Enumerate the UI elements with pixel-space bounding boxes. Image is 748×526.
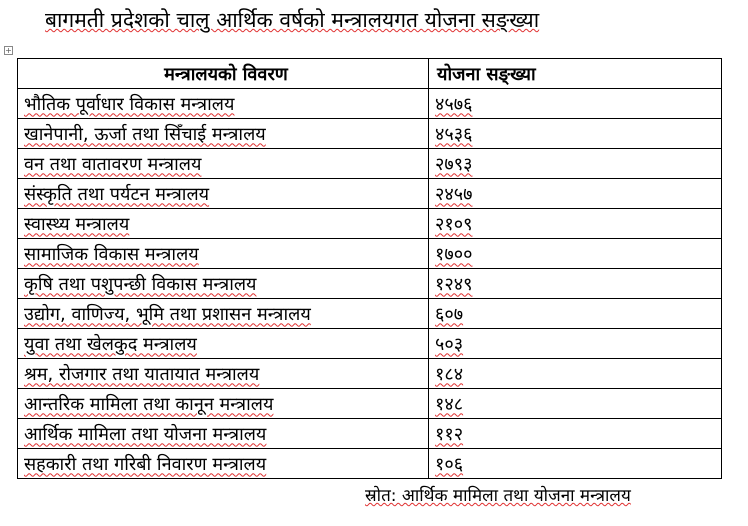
project-count: २७९३	[435, 153, 473, 175]
project-count: ५०३	[435, 333, 464, 355]
ministry-name: भौतिक पूर्वाधार विकास मन्त्रालय	[24, 93, 235, 115]
ministry-cell: आर्थिक मामिला तथा योजना मन्त्रालय	[17, 418, 429, 449]
project-count: १४८	[435, 393, 464, 415]
ministry-name: सामाजिक विकास मन्त्रालय	[24, 243, 199, 265]
table-row: वन तथा वातावरण मन्त्रालय २७९३	[17, 148, 722, 179]
table-row: आर्थिक मामिला तथा योजना मन्त्रालय ११२	[17, 418, 722, 449]
project-count: ४५३६	[435, 123, 473, 145]
table-row: आन्तरिक मामिला तथा कानून मन्त्रालय १४८	[17, 388, 722, 419]
table-move-handle[interactable]: +	[4, 46, 13, 55]
ministry-cell: आन्तरिक मामिला तथा कानून मन्त्रालय	[17, 388, 429, 419]
ministry-name: खानेपानी, ऊर्जा तथा सिँचाई मन्त्रालय	[24, 123, 266, 145]
project-count: १०६	[435, 453, 464, 475]
ministry-name: युवा तथा खेलकुद मन्त्रालय	[24, 333, 197, 355]
table-body: भौतिक पूर्वाधार विकास मन्त्रालय ४५७६ खानेप…	[17, 88, 722, 479]
count-cell: १२४९	[428, 268, 722, 299]
ministry-name: कृषि तथा पशुपन्छी विकास मन्त्रालय	[24, 273, 257, 295]
table-row: सामाजिक विकास मन्त्रालय १७००	[17, 238, 722, 269]
ministry-cell: वन तथा वातावरण मन्त्रालय	[17, 148, 429, 179]
ministry-cell: युवा तथा खेलकुद मन्त्रालय	[17, 328, 429, 359]
ministry-name: आन्तरिक मामिला तथा कानून मन्त्रालय	[24, 393, 274, 415]
count-cell: २४५७	[428, 178, 722, 209]
ministry-cell: खानेपानी, ऊर्जा तथा सिँचाई मन्त्रालय	[17, 118, 429, 149]
project-count: ४५७६	[435, 93, 473, 115]
document-title: बागमती प्रदेशको चालु आर्थिक वर्षको मन्त्…	[45, 8, 540, 32]
header-cell: योजना सङ्ख्या	[428, 58, 722, 89]
project-count: १८४	[435, 363, 464, 385]
source-note: स्रोत: आर्थिक मामिला तथा योजना मन्त्रालय	[365, 486, 631, 506]
ministry-cell: सहकारी तथा गरिबी निवारण मन्त्रालय	[17, 448, 429, 479]
table-row: स्वास्थ्य मन्त्रालय २१०९	[17, 208, 722, 239]
ministry-cell: कृषि तथा पशुपन्छी विकास मन्त्रालय	[17, 268, 429, 299]
data-table: मन्त्रालयको विवरण योजना सङ्ख्या भौतिक पू…	[17, 58, 722, 479]
count-cell: २१०९	[428, 208, 722, 239]
project-count: १२४९	[435, 273, 473, 295]
ministry-name: उद्योग, वाणिज्य, भूमि तथा प्रशासन मन्त्र…	[24, 303, 311, 325]
project-count: ६०७	[435, 303, 464, 325]
ministry-name: स्वास्थ्य मन्त्रालय	[24, 213, 130, 235]
count-cell: १४८	[428, 388, 722, 419]
table-row: श्रम, रोजगार तथा यातायात मन्त्रालय १८४	[17, 358, 722, 389]
table-row: उद्योग, वाणिज्य, भूमि तथा प्रशासन मन्त्र…	[17, 298, 722, 329]
ministry-cell: उद्योग, वाणिज्य, भूमि तथा प्रशासन मन्त्र…	[17, 298, 429, 329]
header-cell: मन्त्रालयको विवरण	[17, 58, 429, 89]
table-row: खानेपानी, ऊर्जा तथा सिँचाई मन्त्रालय ४५३६	[17, 118, 722, 149]
count-cell: ४५३६	[428, 118, 722, 149]
ministry-cell: संस्कृति तथा पर्यटन मन्त्रालय	[17, 178, 429, 209]
table-row: भौतिक पूर्वाधार विकास मन्त्रालय ४५७६	[17, 88, 722, 119]
count-cell: ११२	[428, 418, 722, 449]
ministry-cell: श्रम, रोजगार तथा यातायात मन्त्रालय	[17, 358, 429, 389]
project-count: २१०९	[435, 213, 473, 235]
table-row: सहकारी तथा गरिबी निवारण मन्त्रालय १०६	[17, 448, 722, 479]
project-count: ११२	[435, 423, 464, 445]
table-row: युवा तथा खेलकुद मन्त्रालय ५०३	[17, 328, 722, 359]
count-cell: ६०७	[428, 298, 722, 329]
count-cell: १७००	[428, 238, 722, 269]
count-cell: ५०३	[428, 328, 722, 359]
ministry-name: संस्कृति तथा पर्यटन मन्त्रालय	[24, 183, 210, 205]
count-cell: १८४	[428, 358, 722, 389]
ministry-cell: सामाजिक विकास मन्त्रालय	[17, 238, 429, 269]
count-cell: २७९३	[428, 148, 722, 179]
ministry-name: श्रम, रोजगार तथा यातायात मन्त्रालय	[24, 363, 260, 385]
ministry-name: वन तथा वातावरण मन्त्रालय	[24, 153, 202, 175]
header-row: मन्त्रालयको विवरण योजना सङ्ख्या	[17, 58, 722, 89]
table-row: संस्कृति तथा पर्यटन मन्त्रालय २४५७	[17, 178, 722, 209]
count-cell: १०६	[428, 448, 722, 479]
project-count: १७००	[435, 243, 473, 265]
ministry-cell: भौतिक पूर्वाधार विकास मन्त्रालय	[17, 88, 429, 119]
ministry-name: सहकारी तथा गरिबी निवारण मन्त्रालय	[24, 453, 267, 475]
ministry-cell: स्वास्थ्य मन्त्रालय	[17, 208, 429, 239]
ministry-name: आर्थिक मामिला तथा योजना मन्त्रालय	[24, 423, 267, 445]
count-cell: ४५७६	[428, 88, 722, 119]
table-row: कृषि तथा पशुपन्छी विकास मन्त्रालय १२४९	[17, 268, 722, 299]
project-count: २४५७	[435, 183, 473, 205]
